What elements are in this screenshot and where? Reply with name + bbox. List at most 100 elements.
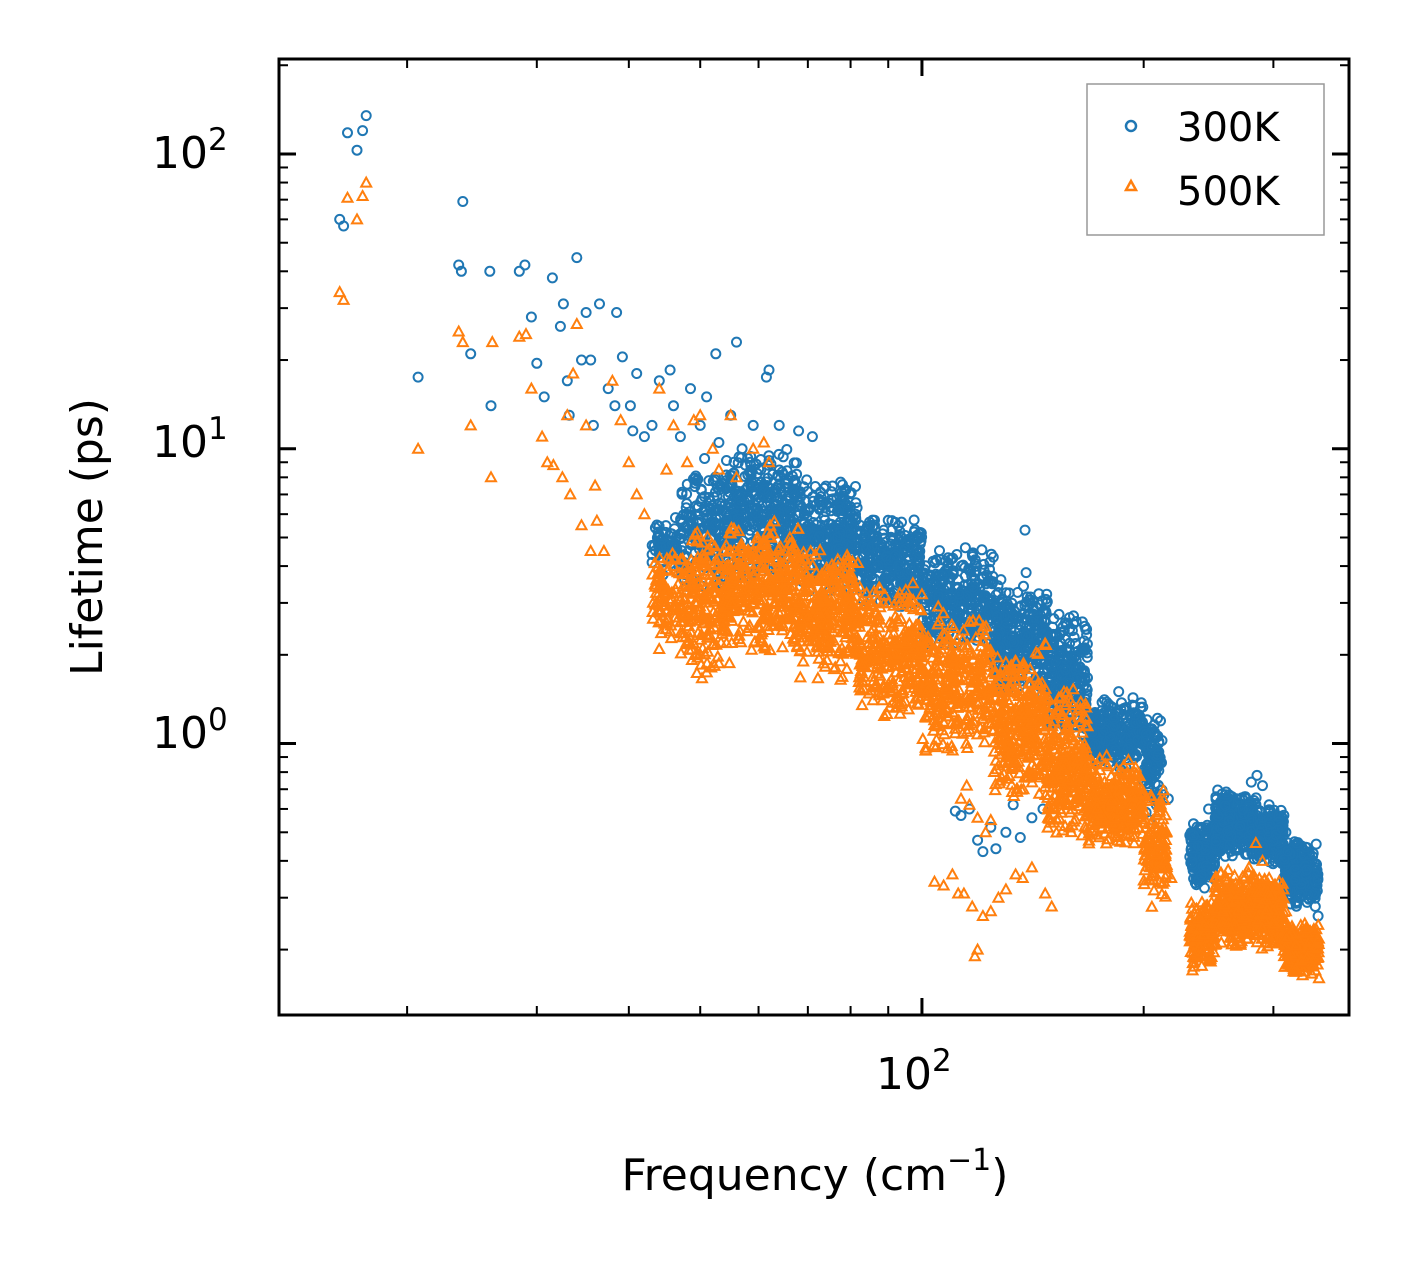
data-point-300k [772, 469, 784, 481]
data-point-300k [979, 590, 991, 602]
data-point-300k [1251, 769, 1263, 781]
data-point-300k [594, 298, 605, 310]
data-point-300k [828, 493, 839, 505]
data-point-300k [774, 508, 785, 520]
data-point-300k [916, 531, 928, 543]
data-point-300k [656, 533, 668, 545]
data-point-300k [700, 503, 712, 515]
data-point-300k [1104, 730, 1116, 742]
data-point-300k [882, 514, 894, 526]
data-point-300k [756, 500, 768, 511]
data-point-300k [728, 456, 740, 468]
data-point-300k [909, 562, 920, 574]
data-point-300k [1119, 732, 1131, 744]
data-point-300k [609, 400, 621, 412]
data-point-300k [554, 320, 566, 332]
data-point-300k [1018, 580, 1029, 592]
data-point-300k [1188, 829, 1200, 841]
data-point-300k [991, 610, 1003, 622]
data-point-300k [839, 484, 851, 496]
data-point-300k [1000, 826, 1012, 838]
data-point-300k [835, 476, 847, 488]
data-point-300k [728, 491, 740, 503]
data-point-300k [869, 519, 880, 531]
data-point-300k [1021, 591, 1033, 603]
data-point-300k [338, 220, 350, 232]
data-point-300k [736, 516, 748, 528]
data-point-300k [1089, 738, 1101, 750]
data-point-300k [992, 580, 1004, 592]
data-point-300k [1053, 608, 1065, 620]
data-point-300k [790, 457, 802, 469]
data-point-300k [930, 577, 942, 589]
data-point-300k [942, 581, 954, 593]
data-point-300k [1022, 631, 1034, 643]
data-point-300k [769, 498, 781, 510]
data-point-300k [1057, 621, 1069, 632]
data-point-300k [880, 554, 892, 566]
data-point-300k [955, 810, 967, 821]
data-point-300k [342, 127, 353, 139]
data-point-300k [785, 507, 797, 519]
data-point-300k [809, 481, 821, 492]
data-point-300k [969, 558, 981, 570]
data-point-300k [1140, 735, 1152, 747]
data-point-300k [1008, 636, 1020, 648]
data-point-300k [850, 481, 861, 492]
data-point-300k [660, 520, 672, 532]
data-point-300k [1014, 832, 1026, 843]
data-points-layer [333, 110, 1326, 984]
data-point-300k [847, 512, 859, 524]
data-point-300k [834, 516, 846, 528]
data-point-300k [892, 560, 904, 572]
data-point-300k [664, 364, 676, 376]
data-point-300k [721, 455, 732, 466]
data-point-300k [1020, 629, 1031, 641]
data-point-300k [967, 547, 979, 559]
data-point-300k [947, 552, 959, 564]
data-point-300k [1107, 701, 1118, 713]
data-point-300k [1119, 704, 1131, 716]
data-point-300k [580, 307, 592, 318]
data-point-300k [796, 515, 808, 526]
data-point-300k [709, 474, 721, 485]
data-point-300k [729, 510, 741, 522]
data-point-300k [1109, 745, 1121, 757]
data-point-300k [719, 499, 731, 511]
data-point-300k [703, 492, 715, 503]
data-point-300k [972, 603, 984, 615]
data-point-300k [1068, 610, 1079, 622]
data-point-300k [770, 487, 782, 499]
data-point-300k [1066, 625, 1078, 637]
data-point-300k [806, 431, 818, 443]
data-point-300k [1059, 664, 1071, 676]
data-point-300k [760, 371, 772, 383]
data-point-300k [793, 496, 805, 508]
data-point-300k [1195, 869, 1207, 881]
data-point-300k [872, 560, 884, 572]
data-point-300k [1026, 812, 1038, 824]
data-point-300k [821, 523, 833, 535]
data-point-300k [969, 554, 981, 566]
data-point-300k [773, 464, 785, 476]
data-point-300k [832, 531, 843, 543]
data-point-300k [627, 425, 639, 437]
data-point-300k [611, 307, 623, 318]
data-point-300k [1153, 737, 1165, 749]
data-point-300k [793, 425, 805, 437]
data-point-300k [947, 567, 959, 579]
data-point-300k [1094, 718, 1106, 730]
data-point-300k [711, 505, 722, 516]
data-point-300k [813, 530, 825, 542]
data-point-300k [1141, 758, 1153, 770]
data-point-300k [1122, 743, 1134, 755]
data-point-300k [1025, 591, 1036, 603]
data-point-300k [1078, 635, 1090, 647]
data-point-300k [929, 582, 941, 593]
data-point-300k [1048, 631, 1060, 643]
data-point-300k [773, 419, 785, 431]
data-point-300k [1070, 616, 1082, 627]
data-point-300k [1108, 714, 1120, 725]
data-point-300k [1152, 712, 1163, 724]
